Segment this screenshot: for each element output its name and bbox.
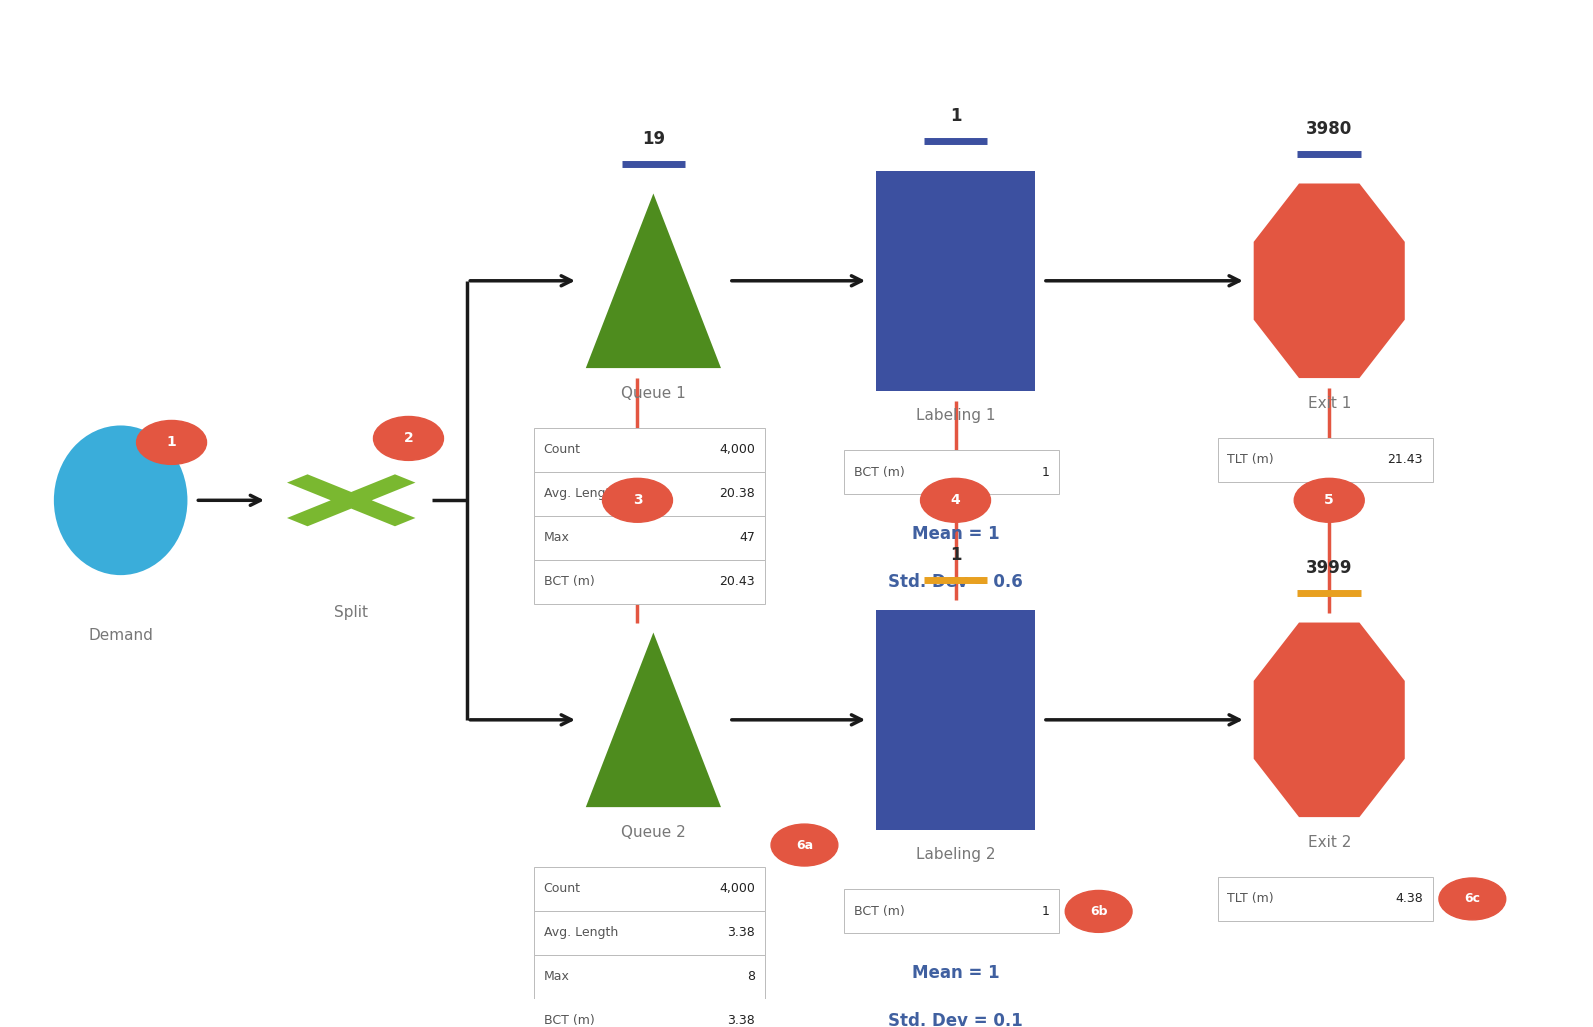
Circle shape [1294, 479, 1364, 523]
Text: Mean = 1: Mean = 1 [911, 964, 999, 982]
FancyBboxPatch shape [534, 516, 765, 560]
Ellipse shape [54, 425, 188, 575]
Text: 1: 1 [1042, 905, 1050, 918]
Text: Avg. Length: Avg. Length [543, 488, 618, 500]
Polygon shape [586, 633, 722, 807]
Text: 20.43: 20.43 [720, 575, 755, 588]
FancyBboxPatch shape [534, 471, 765, 516]
Text: 4,000: 4,000 [720, 882, 755, 896]
Text: 3999: 3999 [1306, 559, 1352, 576]
FancyBboxPatch shape [534, 428, 765, 471]
FancyBboxPatch shape [534, 955, 765, 998]
Text: 4: 4 [951, 493, 961, 507]
Circle shape [1066, 890, 1133, 933]
Text: 6b: 6b [1090, 905, 1107, 918]
Text: BCT (m): BCT (m) [543, 1015, 594, 1027]
Text: 1: 1 [1042, 466, 1050, 479]
Polygon shape [1254, 184, 1405, 378]
FancyBboxPatch shape [844, 451, 1059, 494]
Text: Split: Split [335, 605, 368, 619]
Text: Queue 1: Queue 1 [621, 385, 685, 401]
Text: 4,000: 4,000 [720, 444, 755, 456]
Text: 1: 1 [949, 546, 961, 564]
Text: Demand: Demand [88, 627, 153, 643]
Circle shape [137, 420, 207, 464]
Text: 19: 19 [642, 129, 664, 148]
Text: Std. Dev = 0.1: Std. Dev = 0.1 [889, 1013, 1023, 1027]
Text: Max: Max [543, 531, 570, 544]
Text: 6a: 6a [796, 839, 812, 851]
Text: Std. Dev = 0.6: Std. Dev = 0.6 [889, 573, 1023, 592]
Text: Queue 2: Queue 2 [621, 825, 685, 840]
Text: 5: 5 [1324, 493, 1333, 507]
Text: BCT (m): BCT (m) [854, 905, 905, 918]
Text: Labeling 2: Labeling 2 [916, 847, 996, 862]
Polygon shape [287, 474, 416, 526]
Text: 3980: 3980 [1306, 119, 1352, 138]
Text: BCT (m): BCT (m) [543, 575, 594, 588]
Text: 4.38: 4.38 [1395, 892, 1423, 906]
FancyBboxPatch shape [844, 889, 1059, 934]
Circle shape [602, 479, 672, 523]
Text: Count: Count [543, 444, 581, 456]
Text: Max: Max [543, 971, 570, 983]
Text: Exit 2: Exit 2 [1308, 835, 1351, 849]
Text: 8: 8 [747, 971, 755, 983]
Text: 1: 1 [949, 107, 961, 125]
Text: Avg. Length: Avg. Length [543, 926, 618, 940]
FancyBboxPatch shape [876, 610, 1035, 830]
FancyBboxPatch shape [1219, 877, 1432, 921]
Text: 20.38: 20.38 [720, 488, 755, 500]
Text: 3.38: 3.38 [728, 1015, 755, 1027]
Circle shape [373, 417, 443, 460]
FancyBboxPatch shape [534, 867, 765, 911]
Text: 3: 3 [632, 493, 642, 507]
Circle shape [771, 824, 838, 866]
Polygon shape [1254, 622, 1405, 817]
Text: 6c: 6c [1464, 892, 1480, 906]
FancyBboxPatch shape [876, 172, 1035, 390]
FancyBboxPatch shape [1219, 438, 1432, 482]
Text: 21.43: 21.43 [1388, 453, 1423, 466]
FancyBboxPatch shape [534, 998, 765, 1027]
Text: TLT (m): TLT (m) [1228, 453, 1274, 466]
Text: Labeling 1: Labeling 1 [916, 408, 996, 423]
FancyBboxPatch shape [534, 560, 765, 604]
Circle shape [921, 479, 991, 523]
Text: BCT (m): BCT (m) [854, 466, 905, 479]
Text: Exit 1: Exit 1 [1308, 395, 1351, 411]
Text: 2: 2 [403, 431, 413, 446]
Text: 1: 1 [167, 435, 177, 450]
Polygon shape [586, 193, 722, 368]
Text: TLT (m): TLT (m) [1228, 892, 1274, 906]
Text: 3.38: 3.38 [728, 926, 755, 940]
FancyBboxPatch shape [534, 911, 765, 955]
Circle shape [1438, 878, 1505, 920]
Text: Mean = 1: Mean = 1 [911, 525, 999, 543]
Text: Count: Count [543, 882, 581, 896]
Text: 47: 47 [739, 531, 755, 544]
